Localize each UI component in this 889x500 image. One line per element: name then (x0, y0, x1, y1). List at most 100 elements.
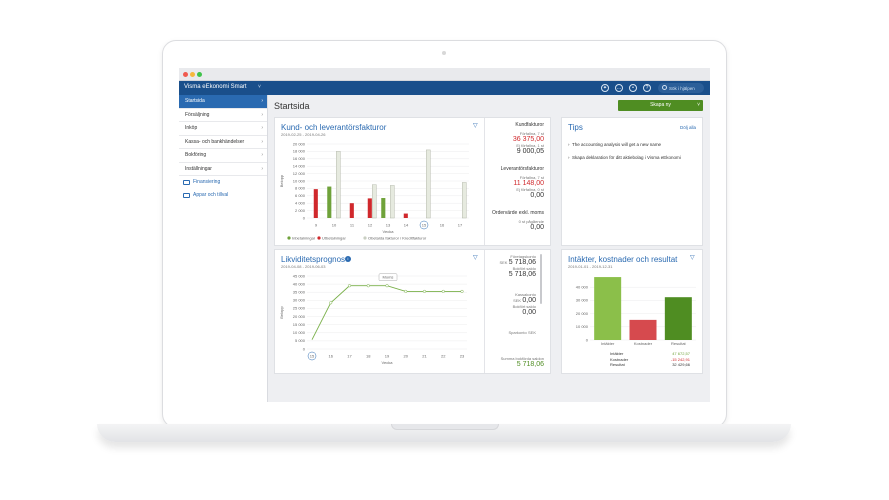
tip-item[interactable]: › Skapa deklaration för ditt aktiebolag … (568, 155, 681, 160)
gift-icon[interactable]: ✦ (601, 84, 609, 92)
divider (484, 118, 485, 245)
not-due-value: 9 000,05 (516, 148, 544, 155)
laptop-base (97, 424, 791, 442)
scrollbar[interactable] (540, 254, 542, 304)
x-tick-label: 17 (347, 354, 352, 359)
card-title[interactable]: Intäkter, kostnader och resultat (568, 255, 678, 264)
bar (349, 203, 354, 218)
tips-card: Tips Dölj alla › The accounting analysis… (561, 117, 703, 246)
info-icon[interactable]: i (345, 256, 351, 262)
y-tick-label: 30 000 (576, 298, 589, 303)
sidebar-item-label: Inställningar (185, 165, 212, 172)
sidebar-item-startsida[interactable]: Startsida › (179, 95, 267, 109)
x-tick-label: 14 (404, 223, 409, 228)
y-tick-label: 20 000 (576, 311, 589, 316)
not-due-value: 0,00 (530, 192, 544, 199)
account-heading: Företagskonto (510, 254, 536, 259)
filter-icon[interactable]: ▽ (473, 123, 478, 129)
y-tick-label: 10 000 (293, 178, 306, 183)
notifications-icon[interactable]: • (629, 84, 637, 92)
sidebar-link-finansiering[interactable]: Finansiering (179, 176, 267, 189)
sidebar-item-installningar[interactable]: Inställningar › (179, 163, 267, 176)
data-point (441, 289, 445, 293)
y-tick-label: 40 000 (576, 285, 589, 290)
y-tick-label: 0 (303, 215, 306, 220)
maximize-window-icon[interactable] (197, 72, 202, 77)
sidebar-item-bokforing[interactable]: Bokföring › (179, 149, 267, 163)
currency-label: SEK (527, 330, 536, 335)
card-title[interactable]: Kund- och leverantörsfakturor (281, 123, 387, 132)
card-title[interactable]: Likviditetsprognos (281, 255, 346, 264)
not-due-label: Ej förfallna, 0 st (516, 187, 544, 192)
supplier-invoices-heading[interactable]: Leverantörsfakturor (500, 166, 544, 172)
search-icon (662, 85, 667, 90)
total-balance: Summa bokförda saldon 5 718,06 (501, 356, 544, 368)
y-tick-label: 15 000 (293, 322, 306, 327)
customer-invoices-heading[interactable]: Kundfakturor (515, 122, 544, 128)
hide-all-link[interactable]: Dölj alla (679, 125, 696, 130)
close-window-icon[interactable] (183, 72, 188, 77)
help-icon[interactable]: ? (643, 84, 651, 92)
sidebar-item-kassa[interactable]: Kassa- och bankhändelser › (179, 136, 267, 149)
search-box[interactable] (658, 83, 704, 93)
y-tick-label: 18 000 (293, 149, 306, 154)
tip-text: The accounting analysis will get a new n… (572, 142, 662, 147)
chevron-down-icon[interactable]: ˅ (258, 84, 261, 90)
sidebar-item-inkop[interactable]: Inköp › (179, 122, 267, 136)
ongoing-label: 0 st pågående (518, 219, 544, 224)
card-period: 2019-01-01 - 2019-12-31 (568, 264, 613, 269)
filter-icon[interactable]: ▽ (473, 255, 478, 261)
x-tick-label: 15 (310, 354, 315, 359)
sidebar-link-label: Finansiering (193, 179, 221, 185)
laptop-notch (391, 424, 499, 430)
sidebar-link-appar[interactable]: Appar och tillval (179, 189, 267, 202)
orders-heading[interactable]: Ordervärde exkl. moms (492, 210, 544, 216)
bar (426, 149, 431, 219)
bar (629, 319, 657, 340)
app-header: Visma eEkonomi Smart ˅ ✦ … • ? (179, 81, 710, 95)
bar (664, 297, 692, 340)
x-axis-label: Vecka (383, 229, 395, 234)
bar (313, 189, 318, 218)
chevron-down-icon: ˅ (697, 102, 700, 108)
data-point (347, 284, 352, 288)
x-tick-label: 11 (350, 223, 355, 228)
sidebar-item-label: Försäljning (185, 111, 210, 118)
legend-label: Inbetalningar (292, 235, 316, 240)
x-tick-label: 20 (404, 354, 409, 359)
x-tick-label: 19 (385, 354, 390, 359)
y-tick-label: 2 000 (295, 208, 306, 213)
booked-label: Bokfört saldo (512, 304, 536, 309)
sidebar-item-forsaljning[interactable]: Försäljning › (179, 109, 267, 122)
tip-item[interactable]: › The accounting analysis will get a new… (568, 142, 661, 147)
create-new-button[interactable]: Skapa ny ˅ (618, 100, 703, 111)
app-title[interactable]: Visma eEkonomi Smart (184, 84, 247, 90)
chat-icon[interactable]: … (615, 84, 623, 92)
chevron-right-icon: › (261, 152, 263, 158)
y-tick-label: 35 000 (293, 290, 306, 295)
y-tick-label: 14 000 (293, 164, 306, 169)
y-tick-label: 30 000 (293, 298, 306, 303)
x-tick-label: 17 (458, 223, 463, 228)
y-tick-label: 0 (586, 337, 589, 342)
filter-icon[interactable]: ▽ (690, 255, 695, 261)
sidebar-link-label: Appar och tillval (193, 192, 229, 198)
account-value: 0,00 (522, 297, 536, 304)
account-cash: Kassakonto SEK 0,00 Bokfört saldo 0,00 (513, 292, 536, 316)
account-business: Företagskonto SEK 5 718,06 Bokfört saldo… (499, 254, 536, 278)
chevron-right-icon: › (261, 138, 263, 145)
currency-label: SEK (513, 298, 522, 303)
account-heading: Kassakonto (515, 292, 536, 297)
sidebar-item-label: Startsida (185, 98, 205, 104)
x-tick-label: 15 (422, 223, 427, 228)
legend-swatch (287, 236, 291, 240)
chevron-right-icon: › (568, 142, 570, 147)
x-axis-label: Vecka (382, 360, 394, 365)
sidebar-item-label: Kassa- och bankhändelser (185, 138, 245, 145)
summary-row: Kostnader -15 242,91 (610, 357, 690, 363)
summary-value: -15 242,91 (670, 356, 690, 362)
minimize-window-icon[interactable] (190, 72, 195, 77)
summary-row: Intäkter 47 672,57 (610, 351, 690, 357)
search-input[interactable] (669, 84, 702, 92)
tip-text: Skapa deklaration för ditt aktiebolag i … (572, 155, 681, 160)
